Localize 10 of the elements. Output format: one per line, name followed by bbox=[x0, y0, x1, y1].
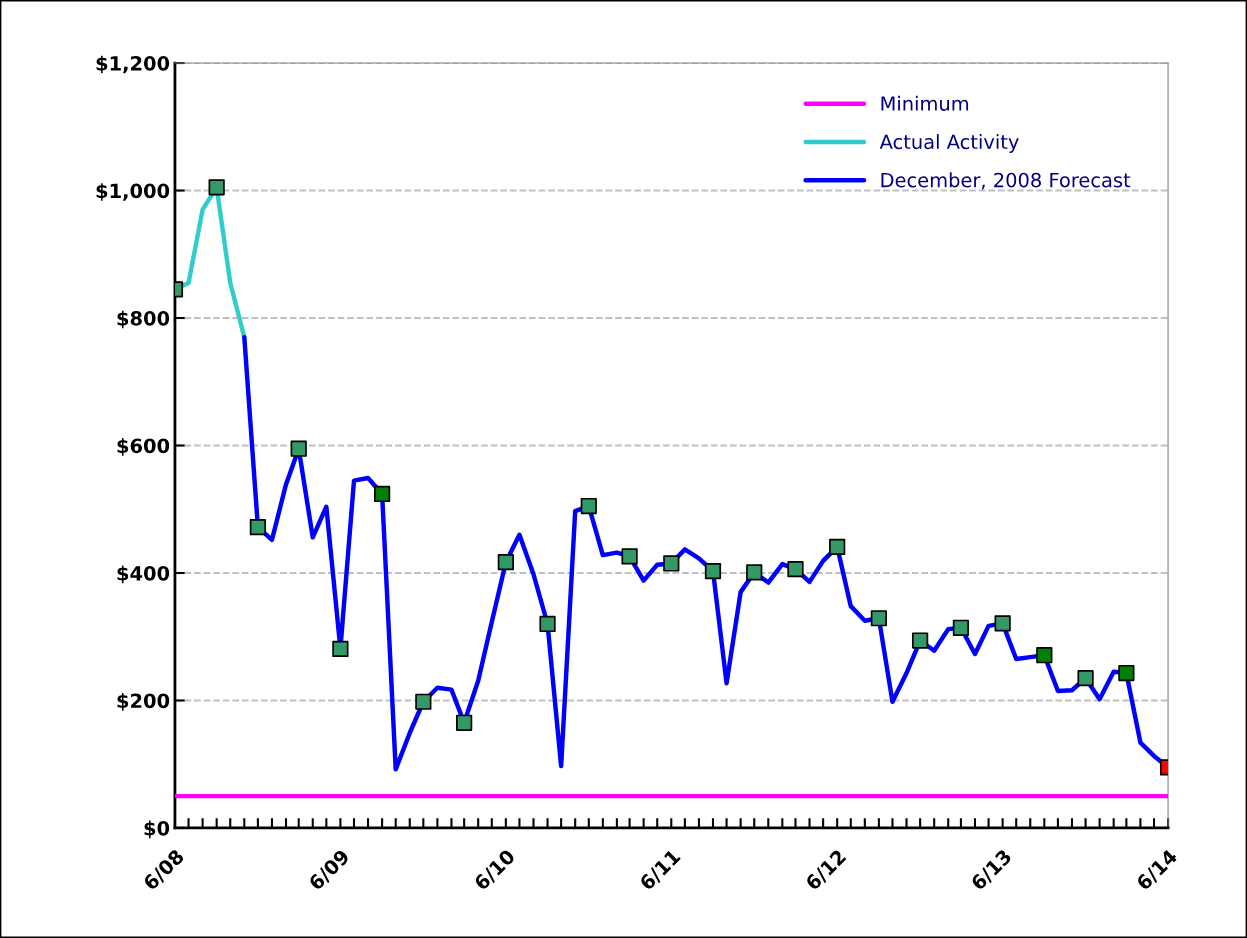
legend-label: December, 2008 Forecast bbox=[881, 172, 1131, 190]
legend-label: Minimum bbox=[881, 95, 969, 111]
y-tick-label: $600 bbox=[117, 438, 170, 456]
y-tick-label: $1,000 bbox=[96, 183, 170, 201]
y-tick-label: $200 bbox=[117, 693, 170, 711]
legend-label: Actual Activity bbox=[879, 134, 1019, 153]
y-tick-label: $0 bbox=[144, 820, 170, 839]
y-tick-label: $1,200 bbox=[96, 55, 170, 74]
y-tick-label: $800 bbox=[117, 310, 170, 329]
y-tick-label: $400 bbox=[117, 565, 170, 584]
